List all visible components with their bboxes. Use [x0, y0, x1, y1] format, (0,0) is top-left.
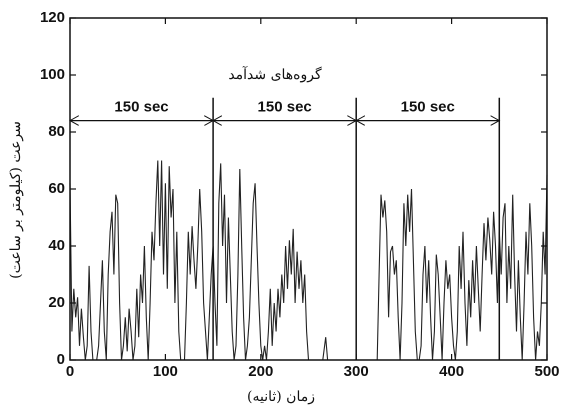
x-tick-label: 300: [344, 363, 369, 380]
x-tick-label: 200: [248, 363, 273, 380]
y-tick-label: 80: [48, 123, 65, 140]
speed-line: [69, 160, 548, 361]
y-tick-label: 100: [40, 66, 65, 83]
x-tick-label: 500: [534, 363, 559, 380]
y-tick-label: 0: [57, 351, 65, 368]
interval-label: 150 sec: [114, 99, 168, 116]
x-tick-label: 0: [66, 363, 74, 380]
x-tick-label: 100: [153, 363, 178, 380]
y-tick-label: 40: [48, 237, 65, 254]
interval-label: 150 sec: [258, 99, 312, 116]
y-tick-label: 60: [48, 180, 65, 197]
y-tick-label: 120: [40, 9, 65, 26]
y-axis-label: سرعت (کیلومتر بر ساعت): [8, 121, 24, 279]
x-axis-label: زمان (ثانیه): [247, 389, 315, 405]
interval-label: 150 sec: [401, 99, 455, 116]
x-tick-label: 400: [439, 363, 464, 380]
y-tick-label: 20: [48, 294, 65, 311]
annotation: گروه‌های شدآمد: [228, 65, 322, 83]
